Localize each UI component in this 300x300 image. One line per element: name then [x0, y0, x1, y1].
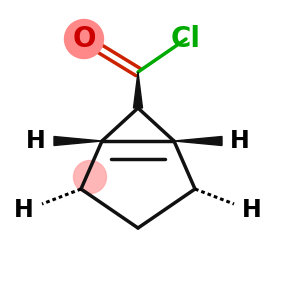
Circle shape — [64, 20, 104, 58]
Text: H: H — [242, 198, 262, 222]
Text: Cl: Cl — [171, 25, 201, 53]
Polygon shape — [134, 72, 142, 108]
Polygon shape — [174, 136, 222, 146]
Text: O: O — [72, 25, 96, 53]
Circle shape — [74, 160, 106, 194]
Polygon shape — [54, 136, 102, 146]
Text: H: H — [14, 198, 34, 222]
Text: H: H — [26, 129, 46, 153]
Text: H: H — [230, 129, 250, 153]
